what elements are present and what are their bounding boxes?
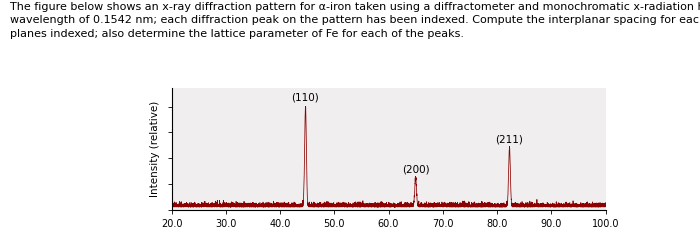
- Text: (110): (110): [292, 93, 319, 103]
- Y-axis label: Intensity (relative): Intensity (relative): [150, 101, 160, 197]
- Text: (200): (200): [402, 164, 429, 174]
- Text: The figure below shows an x-ray diffraction pattern for α-iron taken using a dif: The figure below shows an x-ray diffract…: [10, 2, 700, 39]
- Text: (211): (211): [496, 135, 524, 145]
